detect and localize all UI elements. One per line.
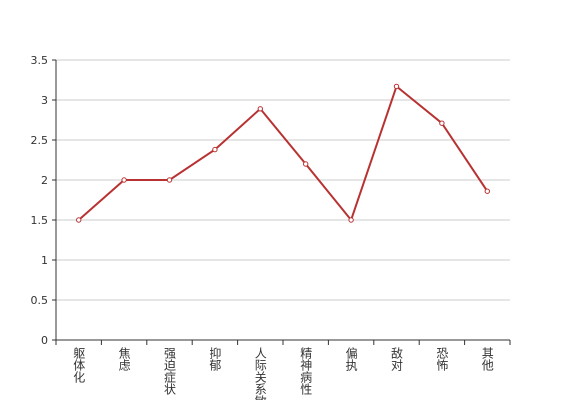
y-tick-label: 0 [41,334,48,347]
x-tick-label: 精神病性 [299,347,313,396]
line [78,84,489,223]
point [76,217,82,223]
x-tick-label: 躯体化 [72,346,86,384]
point [393,83,400,90]
y-tick-label: 1.5 [31,214,49,227]
x-tick-label: 偏执 [344,346,358,372]
point [166,177,173,183]
point [484,188,490,194]
y-tick-label: 2 [41,174,48,187]
point [303,161,309,167]
x-tick-label: 人际关系敏感 [253,347,267,400]
y-tick-label: 0.5 [31,294,49,307]
point [439,120,445,126]
x-tick-label: 强迫症状 [163,347,177,395]
point [348,217,354,223]
x-tick-label: 恐怖 [435,347,449,371]
x-tick-label: 抑郁 [208,346,222,372]
x-tick-label: 焦虑 [117,347,131,371]
y-tick-label: 1 [41,254,48,267]
y-tick-label: 3.5 [31,54,49,67]
x-tick-label: 其他 [480,347,494,371]
x-tick-label: 敌对 [390,346,404,371]
point [257,106,263,112]
y-tick-label: 2.5 [31,134,49,147]
y-tick-label: 3 [41,94,48,107]
point [212,146,218,153]
point [121,177,127,183]
